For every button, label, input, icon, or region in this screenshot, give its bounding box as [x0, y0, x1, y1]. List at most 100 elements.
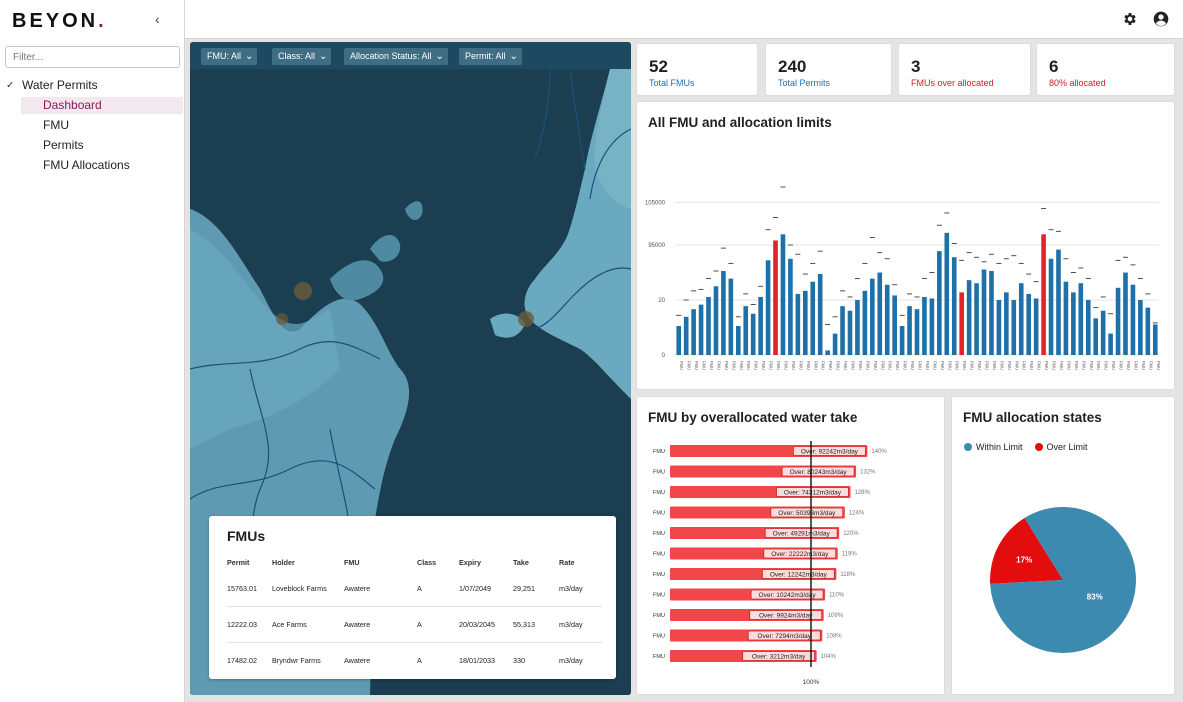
bar[interactable]	[698, 304, 704, 355]
bar[interactable]	[676, 325, 682, 355]
bar[interactable]	[832, 333, 838, 355]
filter-fmu-dropdown[interactable]: FMU: All ⌄	[201, 48, 258, 65]
pie-slice-over-limit[interactable]	[990, 517, 1063, 584]
bar[interactable]	[1085, 300, 1091, 355]
bar[interactable]	[1004, 292, 1009, 355]
bar[interactable]	[899, 325, 905, 355]
bar[interactable]	[966, 280, 972, 355]
bar[interactable]	[929, 298, 935, 355]
pie-slice-within-limit[interactable]	[990, 507, 1136, 653]
overallocated-hbar-chart[interactable]: FMU Over: 92242m3/day 140% FMU Over: 80243m3…	[637, 397, 946, 696]
bar[interactable]	[683, 316, 689, 355]
bar-overallocated[interactable]	[773, 240, 778, 355]
bar[interactable]	[1145, 307, 1151, 355]
bar[interactable]	[1011, 300, 1017, 355]
bar[interactable]	[1123, 272, 1128, 355]
bar[interactable]	[1048, 258, 1054, 355]
sidebar-item-fmu[interactable]: FMU	[43, 118, 69, 132]
bar[interactable]	[750, 313, 756, 355]
bar[interactable]	[996, 300, 1002, 355]
bar[interactable]	[758, 296, 763, 355]
bar[interactable]	[788, 258, 793, 355]
bar[interactable]	[914, 309, 920, 355]
bar[interactable]	[706, 296, 711, 355]
gear-icon[interactable]	[1122, 11, 1138, 27]
collapse-sidebar-icon[interactable]: ‹	[155, 11, 160, 27]
bar[interactable]	[974, 283, 979, 355]
bar[interactable]	[735, 325, 741, 355]
filter-allocation-status-dropdown[interactable]: Allocation Status: All ⌄	[344, 48, 448, 65]
bar[interactable]	[944, 232, 950, 355]
bar[interactable]	[721, 271, 726, 355]
bar[interactable]	[1093, 318, 1099, 355]
column-header[interactable]: Permit	[227, 557, 250, 567]
kpi-total-permits[interactable]: 240 Total Permits	[765, 43, 892, 96]
bar[interactable]	[1018, 283, 1024, 355]
legend-item-over-limit[interactable]: Over Limit	[1034, 442, 1088, 452]
column-header[interactable]: Holder	[272, 557, 295, 567]
bar[interactable]	[1100, 310, 1106, 355]
bar-overallocated[interactable]	[959, 292, 964, 355]
sidebar-item-dashboard[interactable]: Dashboard	[21, 97, 183, 114]
sidebar-item-fmu-allocations[interactable]: FMU Allocations	[43, 158, 130, 172]
column-header[interactable]: FMU	[344, 557, 360, 567]
bar[interactable]	[1063, 281, 1069, 355]
bar[interactable]	[743, 306, 749, 355]
bar[interactable]	[937, 251, 942, 355]
bar[interactable]	[855, 300, 860, 355]
column-header[interactable]: Rate	[559, 557, 575, 567]
bar[interactable]	[795, 293, 801, 355]
bar[interactable]	[907, 306, 912, 355]
kpi-fmus-over-allocated[interactable]: 3 FMUs over allocated	[898, 43, 1031, 96]
table-row[interactable]: 15763.01 Loveblock Farms Awatere A 1/07/…	[227, 571, 602, 607]
kpi-total-fmus[interactable]: 52 Total FMUs	[636, 43, 758, 96]
bar[interactable]	[1033, 298, 1039, 355]
bar[interactable]	[691, 309, 696, 355]
kpi-80-percent-allocated[interactable]: 6 80% allocated	[1036, 43, 1175, 96]
table-row[interactable]: 17482.02 Bryndwr Farms Awatere A 18/01/2…	[227, 642, 602, 678]
bar[interactable]	[951, 257, 957, 355]
bar[interactable]	[802, 290, 808, 355]
filter-permit-dropdown[interactable]: Permit: All ⌄	[459, 48, 522, 65]
bar[interactable]	[989, 271, 994, 355]
bar[interactable]	[1071, 292, 1076, 355]
bar[interactable]	[877, 272, 883, 355]
sidebar-item-permits[interactable]: Permits	[43, 138, 84, 152]
bar[interactable]	[1130, 284, 1136, 355]
column-header[interactable]: Class	[417, 557, 437, 567]
bar[interactable]	[1026, 293, 1032, 355]
column-header[interactable]: Expiry	[459, 557, 481, 567]
bar[interactable]	[817, 274, 823, 355]
bar[interactable]	[884, 284, 890, 355]
legend-item-within-limit[interactable]: Within Limit	[964, 442, 1023, 452]
bar[interactable]	[1056, 249, 1061, 355]
bar[interactable]	[810, 281, 816, 355]
user-account-icon[interactable]	[1153, 11, 1169, 27]
bar[interactable]	[892, 295, 897, 355]
column-header[interactable]: Take	[513, 557, 529, 567]
bar[interactable]	[1078, 283, 1084, 355]
bar[interactable]	[981, 269, 987, 355]
bar[interactable]	[840, 306, 845, 355]
table-row[interactable]: 12222.03 Ace Farms Awatere A 20/03/2045 …	[227, 606, 602, 643]
bar[interactable]	[765, 260, 771, 355]
bar[interactable]	[870, 278, 875, 355]
bar-overallocated[interactable]	[1041, 234, 1046, 355]
filter-input[interactable]	[5, 46, 180, 68]
bar[interactable]	[825, 350, 830, 355]
bar[interactable]	[847, 310, 853, 355]
bar[interactable]	[862, 290, 868, 355]
tree-item-water-permits[interactable]: ✓ Water Permits	[6, 78, 98, 92]
bar[interactable]	[1115, 287, 1121, 355]
bar[interactable]	[1138, 300, 1143, 355]
bar[interactable]	[780, 234, 786, 355]
bar[interactable]	[728, 278, 734, 355]
bar[interactable]	[922, 296, 927, 355]
beyon-logo[interactable]: BEYON.	[12, 10, 107, 32]
bar[interactable]	[713, 286, 719, 355]
bar[interactable]	[1108, 333, 1113, 355]
allocation-states-pie-chart[interactable]: 17% 83%	[952, 397, 1176, 696]
filter-class-dropdown[interactable]: Class: All ⌄	[272, 48, 332, 65]
bar[interactable]	[1152, 324, 1158, 355]
